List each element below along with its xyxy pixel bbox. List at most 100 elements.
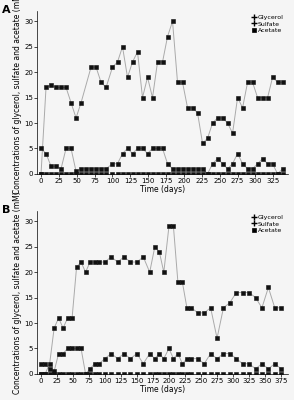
Glycerol bbox=[129, 260, 132, 264]
Sulfate bbox=[166, 161, 169, 166]
Sulfate bbox=[226, 166, 229, 171]
Glycerol bbox=[109, 254, 113, 259]
Glycerol bbox=[215, 336, 219, 341]
Sulfate bbox=[281, 166, 284, 171]
Acetate bbox=[146, 172, 149, 176]
Sulfate bbox=[231, 161, 234, 166]
Glycerol bbox=[196, 110, 199, 115]
Sulfate bbox=[109, 351, 113, 356]
Sulfate bbox=[39, 146, 43, 151]
Glycerol bbox=[111, 65, 114, 70]
Glycerol bbox=[57, 316, 60, 320]
Glycerol bbox=[231, 131, 234, 136]
Sulfate bbox=[176, 351, 180, 356]
Acetate bbox=[122, 372, 126, 376]
Acetate bbox=[221, 172, 224, 176]
Sulfate bbox=[131, 151, 134, 156]
Acetate bbox=[141, 372, 145, 376]
Glycerol bbox=[228, 300, 232, 305]
Glycerol bbox=[148, 270, 151, 274]
Sulfate bbox=[135, 351, 139, 356]
Glycerol bbox=[75, 265, 78, 270]
Sulfate bbox=[122, 351, 126, 356]
Glycerol bbox=[79, 260, 83, 264]
Acetate bbox=[171, 172, 174, 176]
Acetate bbox=[94, 172, 98, 176]
Acetate bbox=[247, 372, 251, 376]
Acetate bbox=[151, 172, 154, 176]
Sulfate bbox=[176, 166, 179, 171]
Sulfate bbox=[88, 366, 92, 371]
Sulfate bbox=[171, 166, 174, 171]
Sulfate bbox=[44, 151, 48, 156]
Sulfate bbox=[84, 372, 87, 376]
Acetate bbox=[167, 372, 171, 376]
Acetate bbox=[215, 372, 219, 376]
Glycerol bbox=[235, 290, 238, 295]
Sulfate bbox=[54, 164, 58, 169]
Legend: Glycerol, Sulfate, Acetate: Glycerol, Sulfate, Acetate bbox=[251, 14, 285, 34]
Sulfate bbox=[94, 166, 98, 171]
Sulfate bbox=[141, 146, 144, 151]
Y-axis label: Concentrations of glycerol, sulfate and acetate (mM): Concentrations of glycerol, sulfate and … bbox=[13, 0, 21, 194]
Acetate bbox=[246, 172, 249, 176]
Acetate bbox=[57, 372, 60, 376]
Sulfate bbox=[235, 356, 238, 361]
Acetate bbox=[162, 372, 166, 376]
Acetate bbox=[44, 172, 48, 176]
Sulfate bbox=[129, 356, 132, 361]
Acetate bbox=[176, 372, 180, 376]
Glycerol bbox=[66, 316, 69, 320]
Glycerol bbox=[93, 260, 96, 264]
Glycerol bbox=[271, 75, 274, 80]
Sulfate bbox=[59, 166, 63, 171]
Acetate bbox=[276, 172, 279, 176]
Sulfate bbox=[167, 346, 171, 351]
Sulfate bbox=[161, 146, 164, 151]
Line: Sulfate: Sulfate bbox=[39, 146, 285, 176]
Glycerol bbox=[196, 310, 200, 315]
Sulfate bbox=[211, 161, 214, 166]
Glycerol bbox=[166, 34, 169, 39]
Acetate bbox=[84, 372, 87, 376]
Glycerol bbox=[267, 285, 270, 290]
Acetate bbox=[273, 372, 277, 376]
Sulfate bbox=[206, 172, 209, 176]
Sulfate bbox=[267, 366, 270, 371]
Acetate bbox=[241, 172, 244, 176]
Glycerol bbox=[74, 116, 78, 120]
Sulfate bbox=[126, 146, 129, 151]
Acetate bbox=[116, 172, 119, 176]
Acetate bbox=[236, 172, 239, 176]
Glycerol bbox=[99, 80, 103, 85]
Sulfate bbox=[271, 161, 274, 166]
Glycerol bbox=[89, 65, 93, 70]
Sulfate bbox=[70, 346, 74, 351]
Acetate bbox=[79, 372, 83, 376]
Glycerol bbox=[84, 270, 87, 274]
Sulfate bbox=[79, 166, 83, 171]
Acetate bbox=[254, 372, 257, 376]
Acetate bbox=[66, 372, 69, 376]
Glycerol bbox=[135, 260, 139, 264]
Glycerol bbox=[236, 95, 239, 100]
Sulfate bbox=[241, 361, 245, 366]
Acetate bbox=[135, 372, 139, 376]
Glycerol bbox=[103, 260, 106, 264]
Acetate bbox=[216, 172, 219, 176]
Sulfate bbox=[49, 164, 53, 169]
Sulfate bbox=[66, 346, 69, 351]
Glycerol bbox=[276, 80, 279, 85]
Sulfate bbox=[69, 146, 73, 151]
Sulfate bbox=[158, 351, 161, 356]
Acetate bbox=[79, 172, 83, 176]
Acetate bbox=[226, 172, 229, 176]
Sulfate bbox=[116, 161, 119, 166]
Sulfate bbox=[48, 366, 51, 371]
Glycerol bbox=[52, 326, 56, 330]
Acetate bbox=[261, 172, 264, 176]
Acetate bbox=[97, 372, 101, 376]
Glycerol bbox=[191, 105, 194, 110]
Acetate bbox=[166, 172, 169, 176]
Acetate bbox=[116, 372, 119, 376]
